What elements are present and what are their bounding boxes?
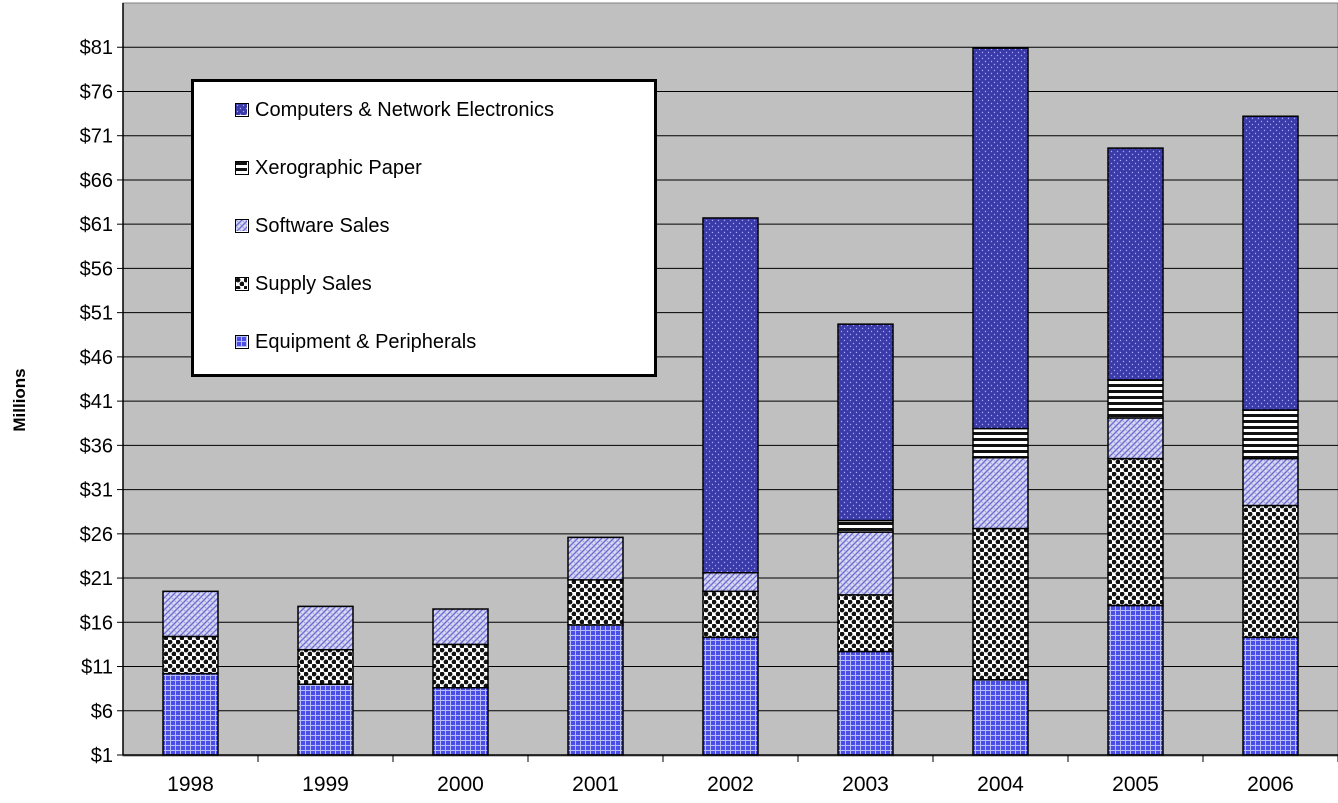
x-tick-label: 2002 [707, 773, 754, 796]
bar-segment [1242, 409, 1299, 460]
y-tick-label: $61 [80, 214, 113, 236]
bar-segment [972, 47, 1029, 430]
bar-segment [1242, 115, 1299, 411]
bars [162, 47, 1299, 756]
y-tick-labels: $1 $6 $11 $16 $21 $26 $31 $36 $41 $46 $51 $56 $61 $66… [80, 37, 113, 767]
legend-swatch [235, 219, 249, 233]
legend-item: Software Sales [235, 214, 390, 238]
legend-item: Equipment & Peripherals [235, 330, 476, 354]
legend-swatch [235, 103, 249, 117]
bar-segment [432, 687, 489, 756]
x-tick-label: 2003 [842, 773, 889, 796]
legend-label: Supply Sales [255, 272, 372, 295]
bar-segment [567, 579, 624, 626]
bar-segment [837, 519, 894, 533]
bar-segment [702, 636, 759, 756]
x-tick-label: 1999 [302, 773, 349, 796]
y-tick-label: $16 [80, 612, 113, 634]
y-tick-label: $66 [80, 170, 113, 192]
x-tick-labels: 1998 1999 2000 2001 2002 2003 2004 2005 2006 [167, 773, 1294, 796]
x-tick-label: 1998 [167, 773, 214, 796]
legend-item: Computers & Network Electronics [235, 98, 554, 122]
bar-segment [972, 456, 1029, 530]
bar-segment [1107, 417, 1164, 460]
y-tick-label: $6 [91, 701, 113, 723]
bar-segment [1242, 636, 1299, 756]
bar-segment [972, 427, 1029, 459]
bar-segment [972, 527, 1029, 681]
axes [117, 3, 1338, 762]
bar-segment [567, 536, 624, 581]
y-tick-label: $26 [80, 524, 113, 546]
bar-segment [1242, 504, 1299, 639]
y-tick-label: $1 [91, 745, 113, 767]
bar-segment [972, 679, 1029, 756]
legend-label: Computers & Network Electronics [255, 98, 554, 121]
y-tick-label: $46 [80, 347, 113, 369]
y-tick-label: $51 [80, 303, 113, 325]
y-tick-label: $21 [80, 568, 113, 590]
bar-segment [837, 594, 894, 653]
y-tick-label: $36 [80, 435, 113, 457]
bar-segment [162, 635, 219, 675]
x-tick-label: 2001 [572, 773, 619, 796]
bar-segment [162, 672, 219, 756]
y-axis-label: Millions [10, 368, 29, 431]
x-tick-label: 2005 [1112, 773, 1159, 796]
x-tick-label: 2000 [437, 773, 484, 796]
y-tick-label: $31 [80, 480, 113, 502]
y-tick-label: $71 [80, 126, 113, 148]
legend-label: Xerographic Paper [255, 156, 422, 179]
y-tick-label: $76 [80, 81, 113, 103]
bar-segment [297, 605, 354, 651]
bar-segment [567, 624, 624, 756]
legend-swatch [235, 161, 249, 175]
bar-segment [162, 590, 219, 638]
legend: Computers & Network Electronics Xerograph… [191, 79, 657, 377]
y-tick-label: $81 [80, 37, 113, 59]
bar-segment [702, 572, 759, 593]
bar-segment [837, 531, 894, 596]
bar-segment [432, 643, 489, 689]
legend-label: Software Sales [255, 214, 390, 237]
y-tick-label: $41 [80, 391, 113, 413]
bar-segment [297, 648, 354, 685]
bar-segment [702, 590, 759, 639]
legend-item: Supply Sales [235, 272, 372, 296]
legend-label: Equipment & Peripherals [255, 330, 477, 353]
x-tick-label: 2006 [1247, 773, 1294, 796]
bar-segment [1107, 379, 1164, 419]
bar-segment [837, 323, 894, 522]
y-tick-label: $11 [81, 657, 113, 679]
bar-segment [1107, 457, 1164, 607]
legend-swatch [235, 335, 249, 349]
bar-segment [1107, 147, 1164, 381]
bar-segment [1242, 457, 1299, 507]
bar-segment [1107, 604, 1164, 756]
bar-segment [837, 650, 894, 756]
legend-item: Xerographic Paper [235, 156, 422, 180]
y-tick-label: $56 [80, 258, 113, 280]
legend-swatch [235, 277, 249, 291]
bar-segment [702, 217, 759, 574]
x-tick-label: 2004 [977, 773, 1024, 796]
bar-segment [297, 683, 354, 756]
bar-segment [432, 608, 489, 646]
